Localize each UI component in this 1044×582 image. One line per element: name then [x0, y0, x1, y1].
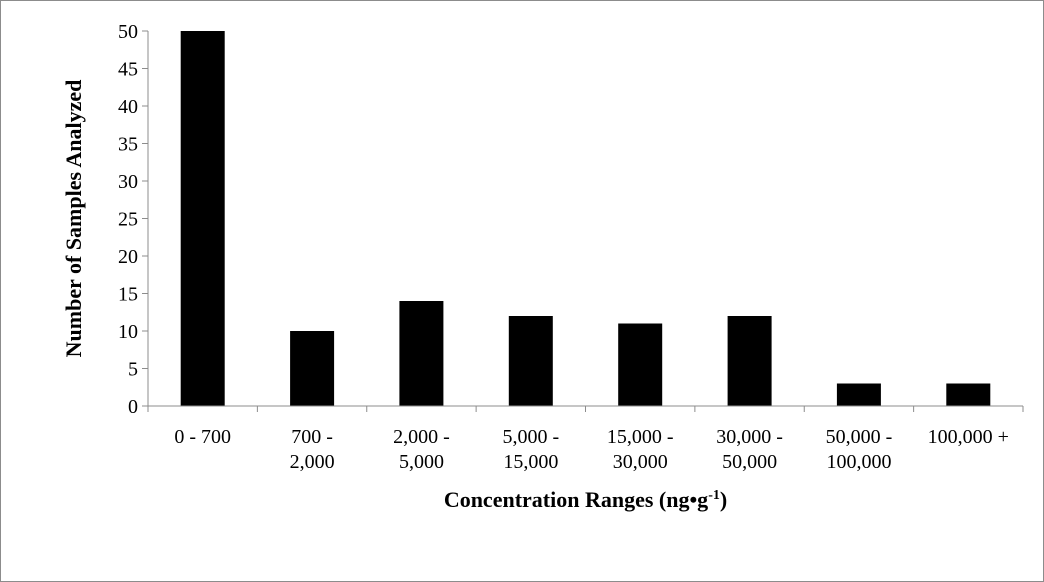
y-tick-label-6: 30: [118, 171, 138, 193]
x-axis-title: Concentration Ranges (ng•g-1): [444, 487, 727, 512]
x-axis-title-superscript: -1: [708, 488, 720, 503]
y-tick-label-7: 35: [118, 134, 138, 156]
bar-7: [946, 383, 991, 406]
y-tick-label-0: 0: [128, 396, 138, 418]
y-tick-label-3: 15: [118, 284, 138, 306]
x-tick-label-2: 2,000 -5,000: [393, 426, 450, 473]
bar-0: [180, 31, 225, 406]
y-tick-label-4: 20: [118, 246, 138, 268]
bar-6: [836, 383, 881, 406]
bars-layer: [180, 31, 991, 406]
y-tick-label-5: 25: [118, 209, 138, 231]
x-tick-label-0: 0 - 700: [174, 426, 231, 448]
x-tick-label-3: 5,000 -15,000: [502, 426, 559, 473]
x-tick-labels: 0 - 700 700 -2,000 2,000 -5,000 5,000 -15,0…: [174, 426, 1009, 473]
x-tick-label-1: 700 -2,000: [290, 426, 335, 473]
x-tick-label-5: 30,000 -50,000: [716, 426, 783, 473]
x-tick-label-6: 50,000 -100,000: [826, 426, 893, 473]
y-tick-label-10: 50: [118, 21, 138, 43]
bar-1: [290, 331, 335, 406]
bar-2: [399, 301, 444, 406]
x-axis-title-main: Concentration Ranges (ng•g: [444, 487, 708, 512]
y-tick-labels: 0 5 10 15 20 25 30 35 40 45 50: [118, 21, 138, 418]
y-tick-label-8: 40: [118, 96, 138, 118]
y-tick-label-2: 10: [118, 321, 138, 343]
bar-5: [727, 316, 772, 406]
y-tick-label-9: 45: [118, 59, 138, 81]
x-tick-label-4: 15,000 -30,000: [607, 426, 674, 473]
bar-3: [508, 316, 553, 406]
y-axis-title: Number of Samples Analyzed: [61, 80, 86, 358]
axes-layer: [142, 30, 1024, 412]
x-tick-label-7: 100,000 +: [928, 426, 1009, 448]
y-tick-label-1: 5: [128, 359, 138, 381]
bar-4: [618, 323, 663, 406]
x-axis-title-end: ): [720, 487, 727, 512]
